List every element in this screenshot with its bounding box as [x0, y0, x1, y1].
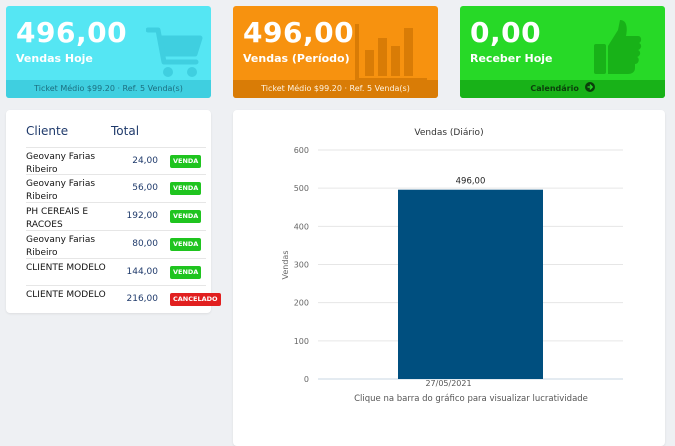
- receive-today-value: 0,00: [470, 16, 542, 49]
- y-tick-label: 100: [294, 337, 309, 346]
- sales-today-label: Vendas Hoje: [16, 52, 93, 65]
- client-name: PH CEREAIS E RACOES: [26, 207, 89, 230]
- bar-chart-icon: [355, 24, 427, 82]
- shopping-cart-icon: [146, 27, 203, 77]
- sale-total: 192,00: [126, 211, 159, 221]
- daily-sales-chart: Vendas (Diário) Vendas 0 100 200 300 400 500 6…: [281, 128, 623, 404]
- status-badge: CANCELADO: [170, 293, 221, 306]
- sales-period-label: Vendas (Período): [243, 52, 350, 65]
- client-name: CLIENTE MODELO: [26, 263, 106, 273]
- y-tick-label: 0: [304, 375, 309, 384]
- thumbs-up-icon: [594, 20, 642, 74]
- sale-total: 24,00: [132, 156, 158, 166]
- arrow-right-circle-icon: [584, 82, 595, 92]
- table-row[interactable]: Geovany Farias Ribeiro 56,00 VENDA: [26, 174, 206, 202]
- recent-sales-panel: Cliente Total Geovany Farias Ribeiro 24,…: [6, 110, 221, 313]
- table-row[interactable]: PH CEREAIS E RACOES 192,00 VENDA: [26, 202, 206, 230]
- table-row[interactable]: CLIENTE MODELO 144,00 VENDA: [26, 258, 206, 286]
- bar[interactable]: [398, 189, 543, 379]
- daily-sales-chart-panel: Vendas (Diário) Vendas 0 100 200 300 400 500 6…: [233, 110, 665, 446]
- table-row[interactable]: CLIENTE MODELO 216,00 CANCELADO: [26, 285, 221, 313]
- status-badge: VENDA: [170, 266, 202, 279]
- calendar-link[interactable]: Calendário: [460, 80, 665, 98]
- client-name: Geovany Farias Ribeiro: [26, 235, 96, 258]
- y-tick-label: 200: [294, 299, 309, 308]
- data-label: 496,00: [456, 177, 486, 187]
- card-receive-today: 0,00 Receber Hoje Calendário: [460, 6, 665, 98]
- column-header-client: Cliente: [26, 124, 69, 138]
- status-badge: VENDA: [170, 238, 202, 251]
- sales-today-value: 496,00: [16, 16, 128, 49]
- y-tick-label: 400: [294, 222, 309, 231]
- sale-total: 80,00: [132, 239, 158, 249]
- table-row[interactable]: Geovany Farias Ribeiro 24,00 VENDA: [26, 147, 206, 175]
- card-sales-period: 496,00 Vendas (Período) Ticket Médio $99…: [233, 6, 438, 98]
- x-tick-label: 27/05/2021: [425, 379, 471, 388]
- calendar-link-label: Calendário: [530, 84, 579, 93]
- status-badge: VENDA: [170, 210, 202, 223]
- column-header-total: Total: [111, 124, 140, 138]
- y-tick-label: 600: [294, 146, 309, 155]
- card-sales-today: 496,00 Vendas Hoje Ticket Médio $99.20 ·…: [6, 6, 211, 98]
- status-badge: VENDA: [170, 182, 202, 195]
- chart-caption: Clique na barra do gráfico para visualiz…: [354, 394, 588, 404]
- client-name: Geovany Farias Ribeiro: [26, 179, 96, 202]
- receive-today-label: Receber Hoje: [470, 52, 553, 65]
- y-tick-label: 300: [294, 261, 309, 270]
- client-name: CLIENTE MODELO: [26, 290, 106, 300]
- sales-period-footer: Ticket Médio $99.20 · Ref. 5 Venda(s): [233, 80, 438, 98]
- y-tick-label: 500: [294, 184, 309, 193]
- table-row[interactable]: Geovany Farias Ribeiro 80,00 VENDA: [26, 230, 206, 258]
- chart-title: Vendas (Diário): [414, 128, 483, 138]
- sale-total: 216,00: [126, 294, 159, 304]
- sales-today-footer: Ticket Médio $99.20 · Ref. 5 Venda(s): [6, 80, 211, 98]
- client-name: Geovany Farias Ribeiro: [26, 152, 96, 175]
- sale-total: 144,00: [126, 267, 159, 277]
- y-axis-label: Vendas: [281, 251, 290, 280]
- sale-total: 56,00: [132, 183, 158, 193]
- sales-period-value: 496,00: [243, 16, 355, 49]
- status-badge: VENDA: [170, 155, 202, 168]
